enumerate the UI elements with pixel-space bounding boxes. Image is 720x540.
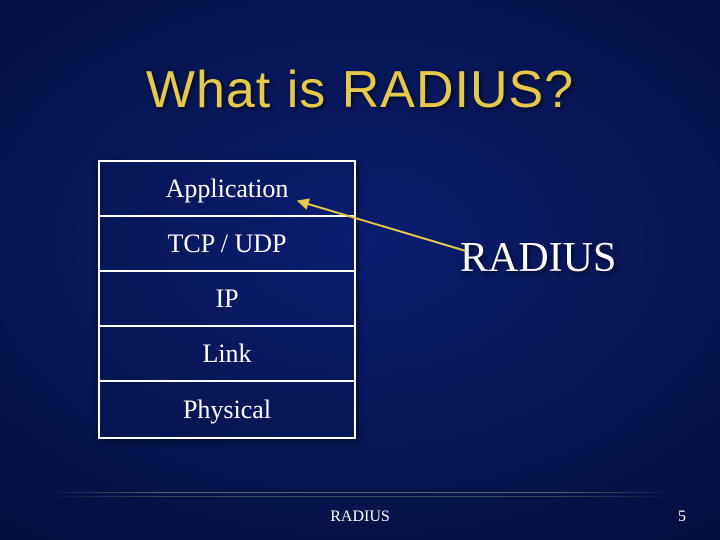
stack-row-physical: Physical: [100, 382, 354, 437]
stack-row-link: Link: [100, 327, 354, 382]
layer-stack: Application TCP / UDP IP Link Physical: [98, 160, 356, 439]
slide-title: What is RADIUS?: [0, 60, 720, 120]
stack-label: Application: [166, 174, 289, 204]
page-number: 5: [678, 508, 686, 526]
stack-row-tcp-udp: TCP / UDP: [100, 217, 354, 272]
stack-label: Physical: [183, 395, 271, 425]
footer-rule: [40, 492, 680, 494]
stack-label: TCP / UDP: [168, 229, 287, 259]
stack-row-application: Application: [100, 162, 354, 217]
stack-label: Link: [202, 339, 251, 369]
footer-center-text: RADIUS: [0, 508, 720, 526]
stack-row-ip: IP: [100, 272, 354, 327]
stack-label: IP: [215, 284, 238, 314]
callout-label: RADIUS: [460, 234, 616, 282]
